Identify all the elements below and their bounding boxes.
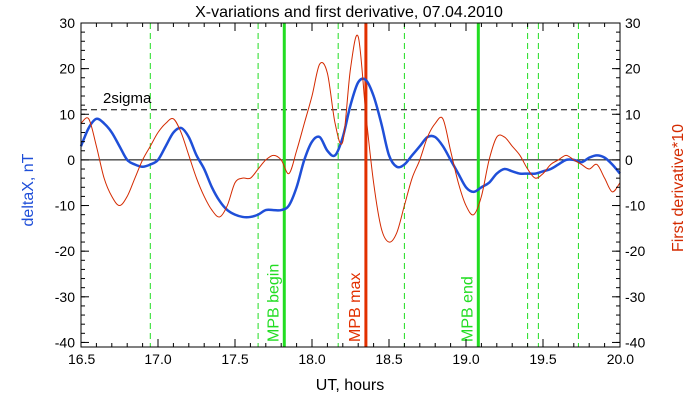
- x-tick-label: 19.5: [529, 351, 556, 367]
- x-tick-label: 17.0: [144, 351, 171, 367]
- y-right-tick-label: -20: [625, 243, 645, 259]
- y-right-tick-label: 0: [625, 152, 633, 168]
- x-axis-label: UT, hours: [316, 377, 384, 394]
- marker-label-4: MPB max: [347, 273, 364, 342]
- series-derivative-line: [80, 34, 621, 243]
- y-left-tick-label: -30: [55, 289, 75, 305]
- y-axis-right-label: First derivative*10: [670, 124, 687, 252]
- y-axis-left-label: deltaX, nT: [20, 153, 37, 226]
- x-tick-label: 16.5: [68, 351, 95, 367]
- x-tick-label: 18.0: [298, 351, 325, 367]
- series-deltax-line: [79, 77, 621, 219]
- y-left-tick-label: 30: [59, 15, 75, 31]
- y-left-tick-label: -20: [55, 243, 75, 259]
- x-tick-label: 17.5: [221, 351, 248, 367]
- plot-frame: [80, 22, 621, 348]
- marker-label-2: MPB begin: [265, 264, 282, 342]
- y-right-tick-label: -30: [625, 289, 645, 305]
- y-right-tick-label: 30: [625, 15, 641, 31]
- x-tick-label: 18.5: [375, 351, 402, 367]
- y-left-tick-label: -40: [55, 334, 75, 350]
- y-right-tick-label: 20: [625, 61, 641, 77]
- marker-label-6: MPB end: [459, 276, 476, 342]
- y-left-tick-label: 0: [67, 152, 75, 168]
- y-left-tick-label: 10: [59, 106, 75, 122]
- y-right-tick-label: -40: [625, 334, 645, 350]
- y-left-tick-label: 20: [59, 61, 75, 77]
- plot-area: MPB begin MPB max MPB end: [79, 23, 621, 347]
- chart-title: X-variations and first derivative, 07.04…: [195, 4, 503, 21]
- y-left-tick-label: -10: [55, 198, 75, 214]
- y-right-tick-label: -10: [625, 198, 645, 214]
- threshold-label: 2sigma: [103, 90, 152, 107]
- x-tick-label: 19.0: [452, 351, 479, 367]
- x-tick-label: 20.0: [607, 351, 634, 367]
- y-right-tick-label: 10: [625, 106, 641, 122]
- axes: 16.5 17.0 17.5 18.0 18.5 19.0 19.5 20.0 30 20 10 0 -…: [55, 15, 646, 367]
